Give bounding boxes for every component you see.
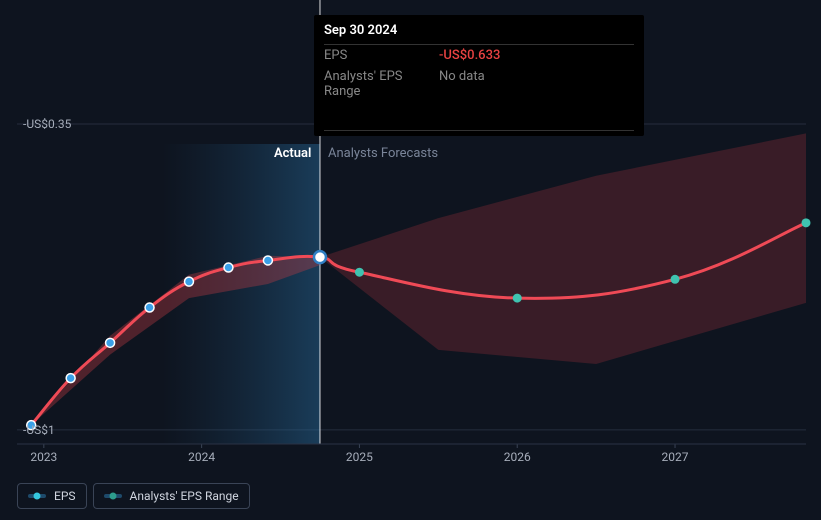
x-axis-label: 2023	[30, 450, 57, 464]
legend-item[interactable]: Analysts' EPS Range	[93, 483, 250, 509]
tooltip-row-value: -US$0.633	[439, 48, 500, 63]
x-axis-label: 2027	[662, 450, 689, 464]
tooltip-row: EPS-US$0.633	[324, 45, 634, 66]
legend-item-label: Analysts' EPS Range	[130, 489, 239, 503]
tooltip-row-label: EPS	[324, 48, 439, 63]
section-label-forecast: Analysts Forecasts	[328, 146, 438, 161]
x-axis-label: 2024	[188, 450, 215, 464]
x-axis-label: 2026	[504, 450, 531, 464]
legend-marker-icon	[28, 494, 46, 498]
section-label-actual: Actual	[274, 146, 311, 161]
legend-marker-icon	[104, 494, 122, 498]
chart-tooltip: Sep 30 2024 EPS-US$0.633Analysts' EPS Ra…	[314, 15, 644, 136]
y-axis-label: -US$0.35	[23, 117, 71, 131]
tooltip-footer	[324, 130, 634, 136]
x-axis-label: 2025	[346, 450, 373, 464]
tooltip-row-label: Analysts' EPS Range	[324, 69, 439, 99]
legend-item[interactable]: EPS	[17, 483, 87, 509]
legend-item-label: EPS	[54, 489, 76, 503]
eps-chart: Sep 30 2024 EPS-US$0.633Analysts' EPS Ra…	[0, 0, 821, 520]
tooltip-row: Analysts' EPS RangeNo data	[324, 66, 634, 102]
y-axis-label: -US$1	[23, 423, 55, 437]
tooltip-row-value: No data	[439, 69, 485, 99]
chart-legend: EPS Analysts' EPS Range	[17, 483, 250, 509]
tooltip-date: Sep 30 2024	[324, 23, 634, 45]
